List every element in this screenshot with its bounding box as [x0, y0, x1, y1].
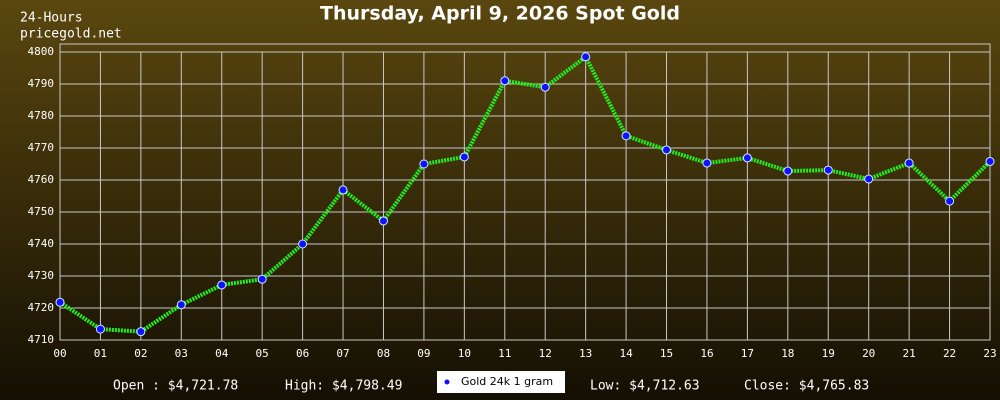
marker [136, 327, 146, 337]
x-tick-label: 03 [175, 347, 188, 360]
marker [945, 196, 955, 206]
x-tick-label: 11 [498, 347, 511, 360]
legend-box [437, 371, 565, 393]
marker [823, 165, 833, 175]
marker [95, 324, 105, 334]
source: pricegold.net [20, 27, 122, 42]
line [58, 53, 992, 334]
stat-label: Close: $4,765.83 [744, 379, 869, 394]
y-tick-label: 4790 [28, 77, 55, 90]
x-tick-label: 21 [903, 347, 916, 360]
x-tick-label: 17 [741, 347, 754, 360]
x-tick-label: 00 [53, 347, 66, 360]
y-tick-label: 4740 [28, 237, 55, 250]
legend-marker [444, 379, 450, 385]
x-tick-label: 15 [660, 347, 673, 360]
x-tick-label: 23 [983, 347, 996, 360]
marker [217, 280, 227, 290]
marker [419, 159, 429, 169]
y-tick-label: 4720 [28, 301, 55, 314]
x-tick-label: 05 [256, 347, 269, 360]
y-tick-label: 4730 [28, 269, 55, 282]
y-tick-label: 4770 [28, 141, 55, 154]
marker [904, 158, 914, 168]
marker [702, 158, 712, 168]
marker [662, 145, 672, 155]
marker [540, 82, 550, 92]
x-tick-label: 16 [700, 347, 713, 360]
x-tick-label: 07 [336, 347, 349, 360]
x-tick-label: 22 [943, 347, 956, 360]
x-tick-label: 06 [296, 347, 309, 360]
y-tick-label: 4760 [28, 173, 55, 186]
stat-label: Open : $4,721.78 [113, 379, 238, 394]
plot-frame [59, 43, 991, 341]
stat-label: High: $4,798.49 [285, 379, 402, 394]
marker [621, 131, 631, 141]
x-tick-label: 13 [579, 347, 592, 360]
x-tick-label: 19 [822, 347, 835, 360]
marker [298, 239, 308, 249]
marker [257, 274, 267, 284]
marker [176, 300, 186, 310]
marker [783, 166, 793, 176]
x-tick-label: 08 [377, 347, 390, 360]
legend-label: Gold 24k 1 gram [461, 375, 553, 388]
marker [378, 216, 388, 226]
x-tick-label: 01 [94, 347, 107, 360]
marker [338, 185, 348, 195]
marker [742, 153, 752, 163]
y-tick-label: 4800 [28, 45, 55, 58]
x-tick-label: 20 [862, 347, 875, 360]
subtitle: 24-Hours [20, 11, 83, 26]
marker [985, 156, 995, 166]
y-tick-label: 4710 [28, 333, 55, 346]
marker [500, 76, 510, 86]
x-tick-label: 12 [539, 347, 552, 360]
stat-label: Low: $4,712.63 [590, 379, 700, 394]
x-tick-label: 02 [134, 347, 147, 360]
x-tick-label: 10 [458, 347, 471, 360]
marker [459, 152, 469, 162]
x-tick-label: 14 [619, 347, 633, 360]
marker [55, 297, 65, 307]
marker [864, 174, 874, 184]
x-tick-label: 04 [215, 347, 229, 360]
y-tick-label: 4780 [28, 109, 55, 122]
x-tick-label: 09 [417, 347, 430, 360]
marker [581, 52, 591, 62]
chart-title: Thursday, April 9, 2026 Spot Gold [320, 3, 680, 25]
y-tick-label: 4750 [28, 205, 55, 218]
x-tick-label: 18 [781, 347, 794, 360]
